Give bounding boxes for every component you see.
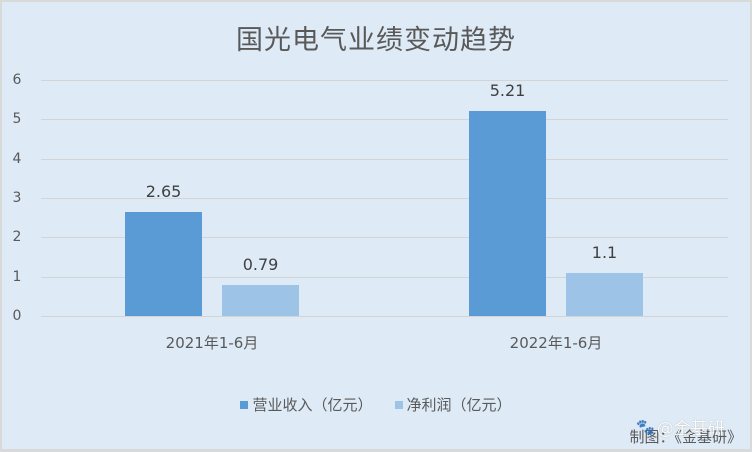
legend: 营业收入（亿元） 净利润（亿元） bbox=[2, 394, 750, 415]
data-label: 1.1 bbox=[591, 242, 618, 262]
gridline bbox=[41, 119, 728, 121]
x-category-label: 2022年1-6月 bbox=[509, 334, 603, 352]
legend-label-revenue: 营业收入（亿元） bbox=[252, 396, 373, 414]
y-tick-label: 6 bbox=[12, 72, 22, 88]
watermark-text: @金基研 bbox=[656, 419, 725, 439]
chart-title: 国光电气业绩变动趋势 bbox=[236, 25, 516, 56]
bar-revenue bbox=[125, 211, 202, 316]
gridline bbox=[41, 80, 728, 81]
data-label: 0.79 bbox=[242, 254, 279, 274]
y-tick-label: 2 bbox=[12, 229, 22, 246]
watermark: 🐾 @金基研 bbox=[636, 414, 725, 440]
y-tick-label: 1 bbox=[12, 268, 22, 285]
gridline bbox=[41, 198, 728, 199]
data-label: 2.65 bbox=[145, 181, 182, 201]
legend-swatch-net-profit bbox=[394, 400, 403, 409]
legend-item-revenue: 营业收入（亿元） bbox=[240, 394, 373, 415]
y-tick-label: 3 bbox=[12, 190, 22, 206]
chart-credit: 制图：《金基研》 bbox=[629, 428, 742, 446]
legend-item-net-profit: 净利润（亿元） bbox=[394, 394, 512, 415]
x-category-label: 2021年1-6月 bbox=[165, 334, 259, 352]
legend-swatch-revenue bbox=[240, 400, 249, 409]
bar-net-profit bbox=[222, 284, 299, 316]
gridline bbox=[41, 158, 728, 160]
gridline bbox=[41, 316, 728, 317]
y-tick-label: 5 bbox=[12, 111, 22, 128]
y-tick-label: 4 bbox=[12, 150, 22, 167]
bar-net-profit bbox=[566, 272, 643, 316]
gridline bbox=[41, 276, 728, 278]
bar-revenue bbox=[469, 111, 546, 316]
legend-label-net-profit: 净利润（亿元） bbox=[406, 396, 512, 414]
data-label: 5.21 bbox=[489, 81, 526, 101]
gridline bbox=[41, 237, 728, 239]
paw-icon: 🐾 bbox=[636, 417, 655, 436]
y-tick-label: 0 bbox=[12, 308, 22, 324]
